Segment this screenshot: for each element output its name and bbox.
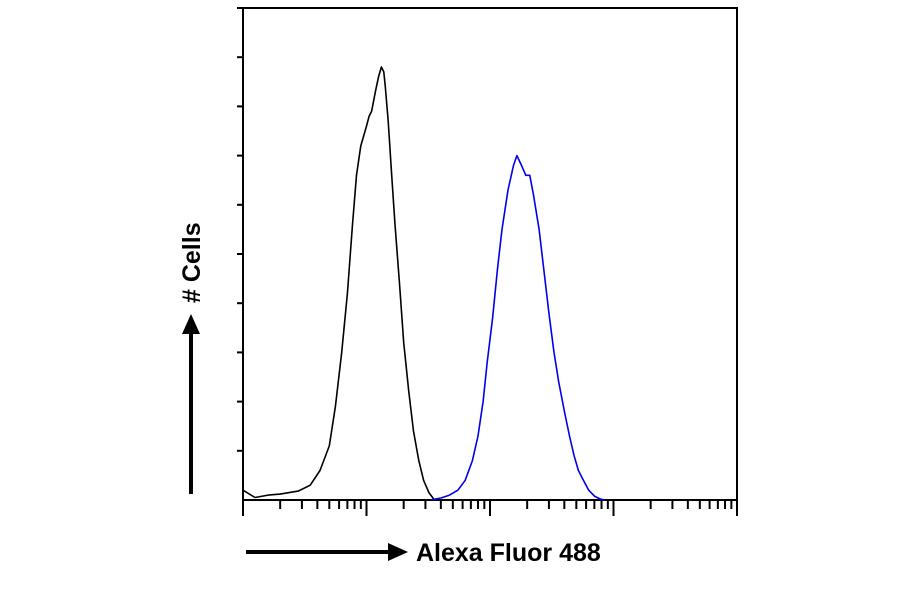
control-histogram-line	[242, 66, 439, 501]
stained-histogram-line	[430, 154, 605, 501]
y-axis-label: # Cells	[178, 222, 206, 303]
x-axis-ticks	[242, 500, 738, 516]
series-layer	[242, 66, 605, 501]
y-axis-arrow-head	[182, 314, 200, 334]
x-axis-label: Alexa Fluor 488	[416, 539, 601, 567]
y-axis-ticks	[237, 7, 243, 452]
x-axis-arrow-head	[388, 543, 408, 561]
plot-frame	[242, 7, 738, 501]
